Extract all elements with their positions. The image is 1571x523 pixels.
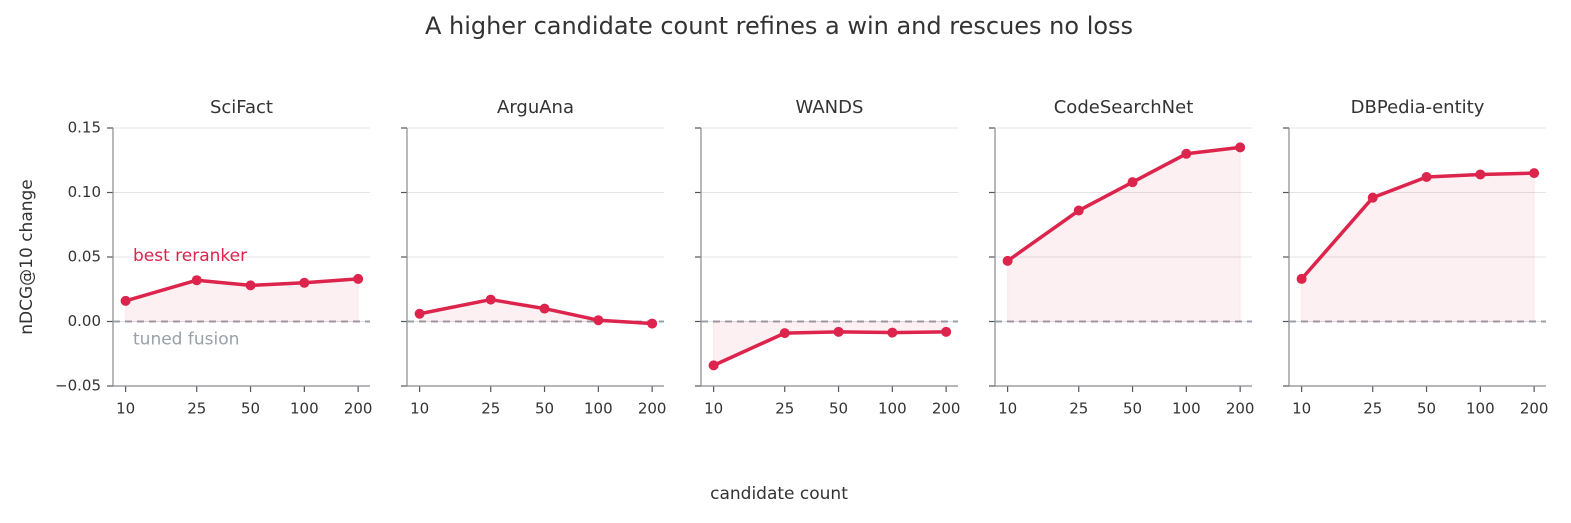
annotation: best reranker (133, 246, 247, 266)
point (779, 328, 790, 339)
x-tick-label: 200 (1226, 400, 1255, 418)
x-tick-label: 50 (535, 400, 554, 418)
panel-title: CodeSearchNet (1054, 97, 1194, 118)
point (353, 273, 364, 284)
x-tick-label: 200 (932, 400, 961, 418)
point (833, 326, 844, 337)
x-tick-label: 200 (1520, 400, 1549, 418)
x-tick-label: 50 (241, 400, 260, 418)
chart-title: A higher candidate count refines a win a… (425, 12, 1133, 40)
point (1475, 169, 1486, 180)
point (593, 315, 604, 326)
point (414, 308, 425, 319)
x-tick-label: 25 (775, 400, 794, 418)
x-tick-label: 10 (116, 400, 135, 418)
panel-title: WANDS (796, 97, 864, 118)
x-tick-label: 25 (481, 400, 500, 418)
x-tick-label: 10 (410, 400, 429, 418)
point (647, 318, 658, 329)
area (713, 321, 947, 367)
point (1235, 142, 1246, 153)
x-tick-label: 50 (1417, 400, 1436, 418)
x-tick-label: 100 (1466, 400, 1495, 418)
point (941, 326, 952, 337)
point (1127, 177, 1138, 188)
point (1367, 192, 1378, 203)
point (887, 327, 898, 338)
x-tick-label: 25 (1069, 400, 1088, 418)
point (120, 295, 131, 306)
y-tick-label: 0.10 (68, 183, 101, 201)
x-tick-label: 10 (1292, 400, 1311, 418)
panel-title: DBPedia-entity (1351, 97, 1485, 118)
point (245, 280, 256, 291)
area (1301, 172, 1535, 322)
point (299, 277, 310, 288)
panel-title: ArguAna (497, 97, 574, 118)
x-tick-label: 100 (878, 400, 907, 418)
point (1002, 255, 1013, 266)
x-tick-label: 50 (829, 400, 848, 418)
point (191, 275, 202, 286)
x-tick-label: 100 (1172, 400, 1201, 418)
x-tick-label: 100 (290, 400, 319, 418)
point (539, 303, 550, 314)
y-axis-label: nDCG@10 change (17, 179, 37, 335)
point (1296, 273, 1307, 284)
point (1529, 168, 1540, 179)
x-tick-label: 100 (584, 400, 613, 418)
point (1073, 205, 1084, 216)
point (708, 360, 719, 371)
y-tick-label: −0.05 (55, 377, 101, 395)
x-tick-label: 10 (704, 400, 723, 418)
y-tick-label: 0.15 (68, 119, 101, 137)
x-tick-label: 50 (1123, 400, 1142, 418)
x-tick-label: 200 (344, 400, 373, 418)
annotation: tuned fusion (133, 330, 239, 350)
x-tick-label: 200 (638, 400, 667, 418)
point (1181, 148, 1192, 159)
x-tick-label: 25 (1363, 400, 1382, 418)
point (485, 294, 496, 305)
point (1421, 172, 1432, 183)
panel-title: SciFact (210, 97, 273, 118)
x-tick-label: 10 (998, 400, 1017, 418)
x-tick-label: 25 (187, 400, 206, 418)
y-tick-label: 0.00 (68, 312, 101, 330)
y-tick-label: 0.05 (68, 248, 101, 266)
x-axis-label: candidate count (710, 484, 848, 504)
